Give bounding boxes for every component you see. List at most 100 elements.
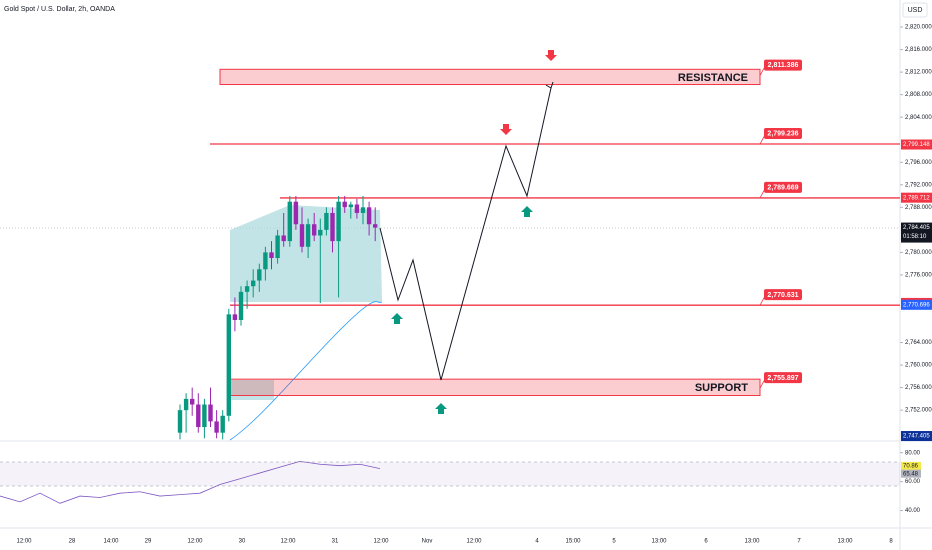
rsi-band bbox=[0, 462, 900, 486]
x-tick-label: 6 bbox=[704, 539, 708, 545]
axis-price-tag bbox=[901, 139, 932, 150]
rsi-tag-label: 65.48 bbox=[903, 471, 919, 477]
x-tick-label: 12:00 bbox=[466, 539, 482, 545]
candle-body bbox=[263, 252, 268, 270]
down-arrow bbox=[500, 124, 512, 135]
axis-price-tag-label: 2,799.148 bbox=[903, 142, 930, 148]
x-tick-label: 8 bbox=[889, 539, 893, 545]
candle-body bbox=[287, 201, 292, 242]
level-tag bbox=[764, 59, 802, 71]
rsi-tag-label: 70.86 bbox=[903, 463, 919, 469]
x-tick-label: Nov bbox=[422, 539, 433, 545]
candle-body bbox=[226, 314, 231, 416]
y-tick-label: 2,780.000 bbox=[905, 250, 932, 256]
candle-body bbox=[183, 398, 189, 411]
axis-price-tag-label: 2,770.696 bbox=[903, 302, 930, 308]
candle-body bbox=[275, 235, 280, 259]
candle-body bbox=[366, 207, 372, 225]
candle-body bbox=[220, 415, 225, 433]
x-tick-label: 12:00 bbox=[280, 539, 296, 545]
up-arrow bbox=[435, 403, 447, 414]
level-tag bbox=[764, 289, 802, 301]
y-tick-label: 2,808.000 bbox=[905, 92, 932, 98]
axis-price-tag-label: 2,747.405 bbox=[903, 434, 930, 440]
axis-price-tag bbox=[901, 431, 932, 442]
y-tick-label: 2,788.000 bbox=[905, 205, 932, 211]
candle-body bbox=[214, 421, 219, 433]
x-tick-label: 14:00 bbox=[103, 539, 119, 545]
candle-body bbox=[269, 252, 274, 259]
x-tick-label: 30 bbox=[239, 539, 246, 545]
zone-label: RESISTANCE bbox=[678, 72, 748, 84]
rsi-tick-label: 40.00 bbox=[905, 508, 921, 514]
candle-body bbox=[238, 291, 244, 320]
candle-body bbox=[251, 280, 256, 287]
candle-body bbox=[360, 207, 366, 213]
level-tag bbox=[764, 372, 802, 384]
candle-body bbox=[244, 286, 250, 292]
y-tick-label: 2,764.000 bbox=[905, 340, 932, 346]
x-tick-label: 13:00 bbox=[651, 539, 667, 545]
x-tick-label: 12:00 bbox=[187, 539, 203, 545]
y-tick-label: 2,752.000 bbox=[905, 408, 932, 414]
candle-body bbox=[281, 235, 286, 242]
zone bbox=[219, 68, 761, 86]
candle-body bbox=[305, 224, 311, 247]
candle-body bbox=[196, 404, 201, 428]
y-tick-label: 2,812.000 bbox=[905, 70, 932, 76]
level-tag-label: 2,799.236 bbox=[767, 131, 798, 138]
moving-average bbox=[229, 301, 383, 441]
candle-body bbox=[293, 201, 299, 225]
candle-body bbox=[299, 224, 305, 247]
y-tick-label: 2,796.000 bbox=[905, 160, 932, 166]
candle-body bbox=[318, 229, 323, 236]
axis-price-tag bbox=[901, 222, 932, 243]
level-tag-label: 2,789.669 bbox=[767, 185, 798, 192]
x-tick-label: 28 bbox=[69, 539, 76, 545]
candle-body bbox=[257, 269, 262, 281]
zone bbox=[229, 378, 761, 396]
x-tick-label: 13:00 bbox=[837, 539, 853, 545]
candle-body bbox=[373, 224, 378, 228]
projection-arrowhead bbox=[545, 81, 554, 89]
symbol-title: Gold Spot / U.S. Dollar, 2h, OANDA bbox=[4, 6, 115, 13]
currency-button[interactable] bbox=[902, 2, 928, 18]
up-arrow bbox=[391, 313, 403, 324]
axis-price-tag bbox=[901, 299, 932, 310]
currency[interactable]: USD bbox=[908, 7, 923, 14]
candle-body bbox=[190, 398, 195, 405]
level-tag bbox=[764, 181, 802, 193]
candle-body bbox=[312, 224, 317, 236]
candle-body bbox=[354, 204, 360, 213]
y-tick-label: 2,804.000 bbox=[905, 115, 932, 121]
x-tick-label: 13:00 bbox=[744, 539, 760, 545]
candle-body bbox=[330, 212, 335, 242]
y-tick-label: 2,760.000 bbox=[905, 363, 932, 369]
down-arrow bbox=[545, 50, 557, 61]
x-tick-label: 5 bbox=[612, 539, 616, 545]
y-tick-label: 2,820.000 bbox=[905, 25, 932, 31]
rsi-tag bbox=[901, 461, 921, 470]
candle-body bbox=[232, 314, 238, 320]
candle-body bbox=[177, 410, 183, 433]
y-tick-label: 2,816.000 bbox=[905, 47, 932, 53]
x-tick-label: 7 bbox=[797, 539, 801, 545]
candle-body bbox=[348, 204, 353, 208]
level-tag bbox=[764, 128, 802, 140]
x-tick-label: 12:00 bbox=[16, 539, 32, 545]
level-tag-label: 2,770.631 bbox=[767, 292, 798, 299]
candle-body bbox=[342, 201, 347, 208]
axis-price-tag bbox=[901, 192, 932, 203]
candle-body bbox=[324, 212, 329, 230]
candle-body bbox=[336, 201, 341, 242]
shaded-range bbox=[230, 205, 382, 302]
x-tick-label: 29 bbox=[145, 539, 152, 545]
countdown: 01:58:10 bbox=[903, 234, 927, 240]
y-tick-label: 2,792.000 bbox=[905, 182, 932, 188]
rsi-tag bbox=[901, 469, 921, 478]
axis-price-tag-label: 2,784.405 bbox=[903, 225, 930, 231]
y-tick-label: 2,776.000 bbox=[905, 273, 932, 279]
rsi-tick-label: 60.00 bbox=[905, 479, 921, 485]
